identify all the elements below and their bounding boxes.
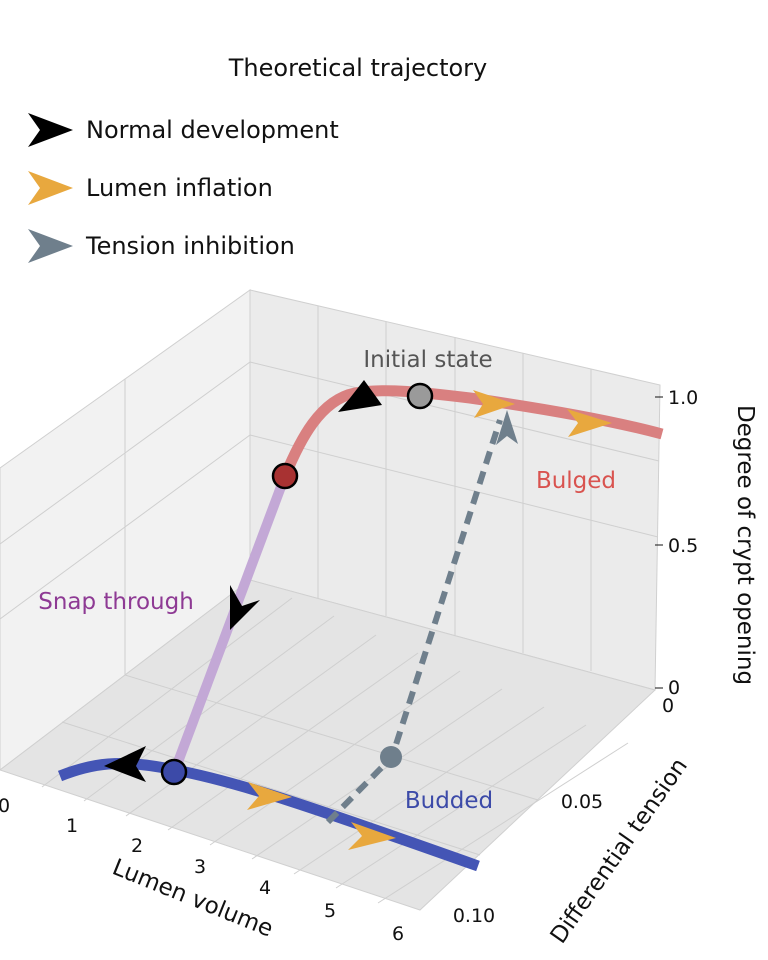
y-axis-label: Differential tension xyxy=(546,754,693,949)
x-tick-label: 4 xyxy=(259,877,271,899)
y-tick-label: 0 xyxy=(662,695,674,717)
normal-development-arrow xyxy=(230,585,260,630)
initial-state-point xyxy=(406,382,434,410)
x-tick-label: 0 xyxy=(0,795,10,817)
bulged-point xyxy=(271,462,299,490)
budded-branch-line xyxy=(57,757,480,872)
z-tick-label: 1.0 xyxy=(668,387,698,409)
y-tick-label: 0.10 xyxy=(453,905,495,927)
state-points xyxy=(160,382,434,786)
z-axis-label: Degree of crypt opening xyxy=(732,405,758,685)
lumen-inflation-arrow xyxy=(567,409,612,437)
x-tick-label: 5 xyxy=(324,900,336,922)
x-tick-label: 6 xyxy=(392,923,404,945)
annotation-bulged: Bulged xyxy=(536,468,616,494)
budded-point xyxy=(160,758,188,786)
floor-pane xyxy=(0,579,656,911)
x-tick-label: 2 xyxy=(131,835,143,857)
tension-inhibition-arrow xyxy=(496,410,518,445)
x-tick-label: 3 xyxy=(194,856,206,878)
tension-start-point xyxy=(380,746,402,768)
x-tick-label: 1 xyxy=(66,815,78,837)
z-tick-label: 0 xyxy=(668,677,680,699)
normal-development-arrow xyxy=(104,746,146,782)
annotation-snap-through: Snap through xyxy=(38,589,194,615)
lumen-inflation-arrow xyxy=(247,782,292,810)
legend: Theoretical trajectory Normal developmen… xyxy=(28,54,487,263)
y-tick-label: 0.05 xyxy=(561,791,603,813)
legend-normal-development-label: Normal development xyxy=(86,116,339,144)
grid-lines xyxy=(0,306,660,904)
normal-development-arrow xyxy=(338,380,382,412)
z-tick-label: 0.5 xyxy=(668,535,698,557)
lumen-inflation-arrow xyxy=(473,390,515,418)
annotations: Initial state Bulged Snap through Budded xyxy=(38,347,616,814)
lumen-inflation-arrow xyxy=(348,822,396,850)
annotation-budded: Budded xyxy=(405,788,493,814)
legend-title: Theoretical trajectory xyxy=(228,54,487,82)
x-axis-label: Lumen volume xyxy=(109,854,277,942)
legend-tension-inhibition-icon xyxy=(28,229,73,263)
annotation-initial-state: Initial state xyxy=(363,347,492,373)
legend-lumen-inflation-icon xyxy=(28,171,73,205)
trajectory-arrows xyxy=(104,380,612,850)
legend-lumen-inflation-label: Lumen inflation xyxy=(86,174,273,202)
z-axis: 0 0.5 1.0 Degree of crypt opening xyxy=(655,387,758,699)
legend-normal-development-icon xyxy=(28,113,73,147)
legend-tension-inhibition-label: Tension inhibition xyxy=(85,232,295,260)
